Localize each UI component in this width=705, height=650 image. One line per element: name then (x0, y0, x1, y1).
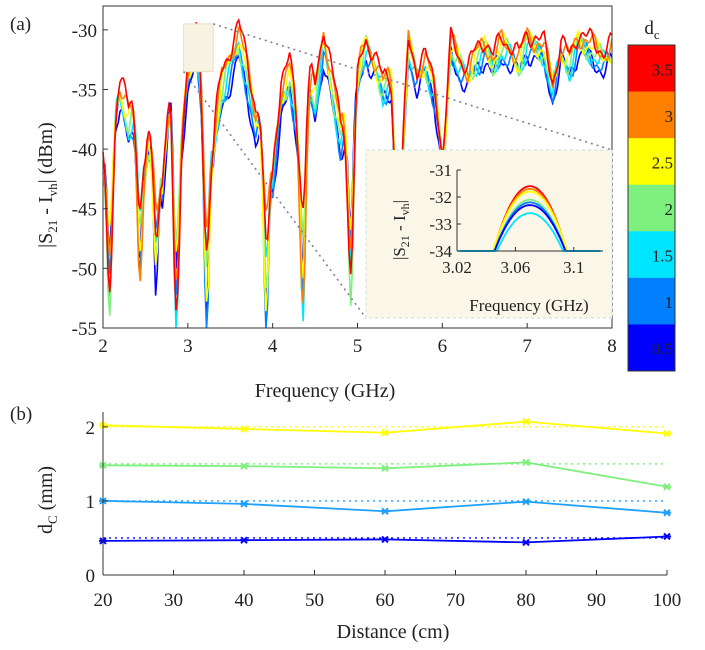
x-tick-label: 100 (653, 590, 682, 611)
data-point (381, 535, 389, 544)
x-tick-label: 6 (438, 336, 448, 357)
panel-b-y-ticks: 0 1 2 (86, 418, 108, 587)
panel-a-y-label: |S21 - Ivh| (dBm) (35, 122, 60, 248)
y-tick-label: 1 (86, 492, 96, 513)
panel-b-series (99, 417, 671, 547)
data-point (522, 497, 530, 506)
inset-chart: 3.02 3.06 3.1 -31 -32 -33 -34 Frequency (GHz)… (365, 149, 613, 319)
y-tick-label: -55 (72, 319, 97, 340)
x-tick-label: 7 (522, 336, 532, 357)
data-point (240, 425, 248, 433)
colorbar-cell (628, 324, 675, 372)
colorbar-cells: 3.5 3 2.5 2 1.5 1 0.5 (628, 45, 675, 372)
colorbar-label: 2.5 (652, 153, 673, 172)
inset-y-ticks: -31 -32 -33 -34 (429, 161, 461, 261)
x-tick-label: 5 (353, 336, 363, 357)
y-tick-label: 0 (86, 566, 96, 587)
colorbar-label: 1.5 (652, 247, 673, 266)
data-point (240, 462, 248, 470)
y-tick-label: -35 (72, 80, 97, 101)
panel-a-x-label: Frequency (GHz) (255, 380, 396, 402)
x-tick-label: 2 (98, 336, 108, 357)
panel-a-plot: 2 3 4 5 6 7 8 -30 -35 -40 -45 -50 -55 Frequency (GH… (35, 5, 617, 402)
data-point (522, 538, 530, 547)
y-tick-label: -40 (72, 140, 97, 161)
inset-x-label: Frequency (GHz) (469, 296, 588, 315)
data-point (663, 429, 671, 438)
x-tick-label: 60 (376, 590, 395, 611)
panel-b-x-label: Distance (cm) (337, 621, 450, 643)
inset-y-tick-label: -34 (429, 242, 452, 261)
data-point (522, 417, 530, 426)
inset-x-ticks: 3.02 3.06 3.1 (442, 247, 584, 277)
x-tick-label: 80 (517, 590, 536, 611)
inset-x-tick-label: 3.1 (563, 258, 584, 277)
data-point (381, 429, 389, 437)
data-point (663, 483, 671, 491)
panel-a-x-ticks: 2 3 4 5 6 7 8 (98, 323, 617, 357)
zoom-box (183, 23, 214, 73)
colorbar-cell (628, 45, 675, 93)
colorbar-cell (628, 277, 675, 325)
colorbar-cell (628, 91, 675, 139)
data-point (240, 500, 248, 508)
colorbar-label: 0.5 (652, 340, 673, 359)
data-point (381, 507, 389, 515)
panel-a-y-ticks: -30 -35 -40 -45 -50 -55 (72, 21, 108, 340)
x-tick-label: 20 (94, 590, 113, 611)
inset-y-label: |S21 - Ivh| (390, 200, 412, 260)
panel-b-label: (b) (10, 404, 32, 425)
inset-y-tick-label: -31 (429, 161, 452, 180)
inset-y-tick-label: -32 (429, 188, 452, 207)
data-point (381, 464, 389, 473)
x-tick-label: 40 (235, 590, 254, 611)
x-tick-label: 4 (268, 336, 278, 357)
y-tick-label: -45 (72, 200, 97, 221)
inset-x-tick-label: 3.02 (442, 258, 472, 277)
data-point (240, 536, 248, 544)
colorbar-title: dc (644, 18, 660, 42)
y-tick-label: 2 (86, 418, 96, 439)
colorbar-frame (627, 44, 676, 372)
x-tick-label: 70 (446, 590, 465, 611)
colorbar-label: 3 (665, 107, 674, 126)
inset-background (365, 149, 613, 319)
data-point (522, 458, 530, 467)
colorbar-cell (628, 138, 675, 186)
colorbar-label: 1 (665, 293, 674, 312)
colorbar-cell (628, 184, 675, 232)
inset-x-tick-label: 3.06 (501, 258, 531, 277)
data-point (663, 532, 671, 541)
x-tick-label: 3 (183, 336, 193, 357)
zoom-connector-upper (213, 23, 613, 151)
x-tick-label: 8 (607, 336, 617, 357)
y-tick-label: -30 (72, 21, 97, 42)
panel-a-label: (a) (10, 14, 31, 35)
colorbar: dc 3.5 3 2.5 2 1.5 1 0.5 (627, 18, 676, 372)
x-tick-label: 90 (587, 590, 606, 611)
y-tick-label: -50 (72, 259, 97, 280)
panel-b-plot: 20 30 40 50 60 70 80 90 100 0 1 2 Distance (cm) dC… (35, 412, 681, 643)
panel-b-y-label: dC (mm) (35, 466, 60, 534)
inset-y-tick-label: -33 (429, 215, 452, 234)
colorbar-cell (628, 231, 675, 279)
data-point (663, 509, 671, 517)
colorbar-label: 2 (665, 200, 674, 219)
x-tick-label: 50 (305, 590, 324, 611)
panel-b-x-ticks: 20 30 40 50 60 70 80 90 100 (94, 570, 682, 611)
colorbar-label: 3.5 (652, 60, 673, 79)
x-tick-label: 30 (164, 590, 183, 611)
series-line-1.5 (102, 461, 668, 488)
